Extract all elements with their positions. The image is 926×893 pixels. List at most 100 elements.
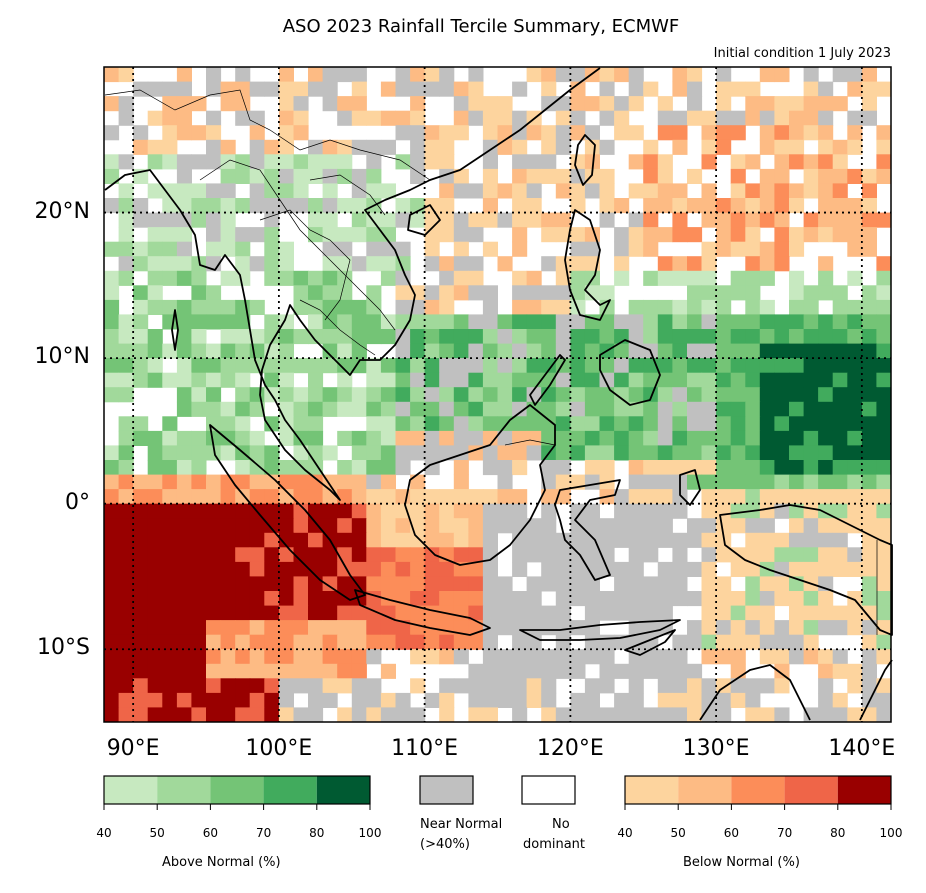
- grid-cell: [424, 649, 440, 665]
- grid-cell: [176, 154, 192, 170]
- above_normal-swatch: [210, 776, 264, 804]
- grid-cell: [424, 605, 440, 621]
- grid-cell: [206, 576, 222, 592]
- grid-cell: [774, 649, 790, 665]
- grid-cell: [147, 561, 163, 577]
- grid-cell: [220, 270, 236, 286]
- grid-cell: [745, 692, 761, 708]
- grid-cell: [351, 139, 367, 155]
- grid-cell: [541, 518, 557, 534]
- grid-cell: [424, 401, 440, 417]
- grid-cell: [206, 183, 222, 199]
- grid-cell: [730, 154, 746, 170]
- grid-cell: [176, 474, 192, 490]
- grid-cell: [439, 183, 455, 199]
- grid-cell: [818, 430, 834, 446]
- grid-cell: [162, 707, 178, 723]
- grid-cell: [774, 110, 790, 126]
- grid-cell: [395, 241, 411, 257]
- grid-cell: [555, 387, 571, 403]
- grid-cell: [861, 227, 877, 243]
- grid-cell: [191, 692, 207, 708]
- grid-cell: [818, 503, 834, 519]
- grid-cell: [439, 503, 455, 519]
- grid-cell: [410, 343, 426, 359]
- grid-cell: [235, 678, 251, 694]
- grid-cell: [249, 620, 265, 636]
- grid-cell: [832, 401, 848, 417]
- grid-cell: [147, 139, 163, 155]
- grid-cell: [687, 634, 703, 650]
- grid-cell: [876, 547, 892, 563]
- grid-cell: [206, 489, 222, 505]
- grid-cell: [453, 241, 469, 257]
- latitude-label: 10°S: [37, 635, 90, 661]
- grid-cell: [395, 416, 411, 432]
- grid-cell: [118, 110, 134, 126]
- grid-cell: [191, 154, 207, 170]
- grid-cell: [643, 503, 659, 519]
- grid-cell: [861, 416, 877, 432]
- grid-cell: [730, 227, 746, 243]
- no-dominant-label-line2: dominant: [523, 837, 586, 852]
- grid-cell: [264, 663, 280, 679]
- lesser-sunda-islands: [519, 619, 681, 641]
- grid-cell: [701, 430, 717, 446]
- grid-cell: [555, 576, 571, 592]
- grid-cell: [264, 314, 280, 330]
- grid-cell: [351, 489, 367, 505]
- grid-cell: [424, 81, 440, 97]
- grid-cell: [570, 401, 586, 417]
- grid-cell: [468, 678, 484, 694]
- grid-cell: [351, 678, 367, 694]
- grid-cell: [351, 460, 367, 476]
- grid-cell: [176, 299, 192, 315]
- grid-cell: [337, 460, 353, 476]
- grid-cell: [278, 532, 294, 548]
- grid-cell: [745, 227, 761, 243]
- grid-cell: [555, 212, 571, 228]
- grid-cell: [366, 372, 382, 388]
- grid-cell: [512, 358, 528, 374]
- grid-cell: [104, 460, 120, 476]
- grid-cell: [380, 430, 396, 446]
- above_normal-tick-label: 70: [255, 826, 272, 840]
- grid-cell: [555, 285, 571, 301]
- grid-cell: [264, 358, 280, 374]
- grid-cell: [555, 634, 571, 650]
- grid-cell: [453, 212, 469, 228]
- grid-cell: [278, 241, 294, 257]
- grid-cell: [701, 474, 717, 490]
- grid-cell: [278, 460, 294, 476]
- grid-cell: [206, 445, 222, 461]
- grid-cell: [366, 460, 382, 476]
- grid-cell: [439, 372, 455, 388]
- grid-cell: [220, 663, 236, 679]
- grid-cell: [308, 503, 324, 519]
- grid-cell: [366, 299, 382, 315]
- grid-cell: [468, 576, 484, 592]
- grid-cell: [803, 474, 819, 490]
- grid-cell: [395, 634, 411, 650]
- grid-cell: [249, 474, 265, 490]
- grid-cell: [730, 387, 746, 403]
- grid-cell: [453, 168, 469, 184]
- grid-cell: [759, 270, 775, 286]
- grid-cell: [584, 125, 600, 141]
- grid-cell: [789, 139, 805, 155]
- grid-cell: [512, 125, 528, 141]
- vietnam-north-border: [309, 174, 386, 216]
- grid-cell: [220, 605, 236, 621]
- grid-cell: [628, 430, 644, 446]
- grid-cell: [206, 154, 222, 170]
- grid-cell: [278, 343, 294, 359]
- grid-cell: [643, 314, 659, 330]
- grid-cell: [176, 576, 192, 592]
- grid-cell: [745, 532, 761, 548]
- grid-cell: [599, 67, 615, 83]
- grid-cell: [322, 649, 338, 665]
- grid-cell: [599, 591, 615, 607]
- grid-cell: [133, 329, 149, 345]
- grid-cell: [628, 547, 644, 563]
- grid-cell: [687, 314, 703, 330]
